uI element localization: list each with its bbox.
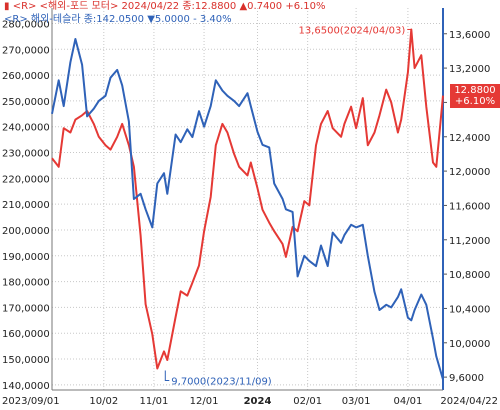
- x-tick-label: 03/01: [342, 396, 371, 407]
- x-tick-label: 10/02: [89, 396, 118, 407]
- ford-line: [51, 28, 444, 370]
- y-left-tick-label: 210,0000: [2, 200, 50, 211]
- y-right-tick-label: 11,6000: [449, 201, 490, 212]
- legend-tesla: <R> 해외-테슬라 종:142.0500 ▼5.0000 - 3.40%: [4, 14, 232, 26]
- y-right-tick-label: 12,4000: [449, 133, 490, 144]
- legend-ford-marker: ▮: [4, 1, 10, 12]
- annotation-high: 13,6500(2024/04/03): [298, 25, 405, 36]
- y-right-tick-label: 10,0000: [449, 339, 490, 350]
- y-left-tick-label: 260,0000: [2, 71, 50, 82]
- x-tick-label: 11/01: [140, 396, 169, 407]
- axes: 140,0000 150,0000 160,0000 170,0000 180,0000…: [2, 8, 498, 407]
- y-right-tick-label: 11,2000: [449, 236, 490, 247]
- last-price-badge: 12.8800 +6.10%: [450, 84, 500, 108]
- x-tick-label: 2023/09/01: [2, 396, 60, 407]
- legend-tesla-change: ▼5.0000: [147, 14, 190, 25]
- badge-value: 12.8800: [454, 85, 496, 96]
- y-left-tick-label: 200,0000: [2, 226, 50, 237]
- y-right-tick-label: 10,8000: [449, 270, 490, 281]
- legend-ford-price: 종:12.8800: [182, 1, 237, 12]
- y-right-tick-label: 9,6000: [449, 373, 484, 384]
- legend-ford: ▮ <R> <해외-포드 모터> 2024/04/22 종:12.8800 ▲0…: [4, 1, 326, 13]
- legend-tesla-name: 해외-테슬라: [30, 14, 81, 25]
- y-right-tick-label: 10,4000: [449, 304, 490, 315]
- x-tick-label: 2024/04/22: [440, 396, 498, 407]
- annotation-low: 9,7000(2023/11/09): [171, 377, 272, 388]
- legend-ford-change: ▲0.7400: [239, 1, 283, 12]
- y-left-tick-label: 150,0000: [2, 355, 50, 366]
- y-right-tick-label: 12,0000: [449, 167, 490, 178]
- y-left-tick-label: 220,0000: [2, 174, 50, 185]
- legend-ford-date: 2024/04/22: [121, 1, 180, 12]
- y-left-tick-label: 270,0000: [2, 45, 50, 56]
- badge-pct: +6.10%: [454, 96, 496, 107]
- legend-ford-name: <R> <해외-포드 모터>: [12, 1, 119, 12]
- y-right-tick-label: 13,2000: [449, 64, 490, 75]
- y-left-tick-label: 250,0000: [2, 97, 50, 108]
- y-left-tick-label: 160,0000: [2, 329, 50, 340]
- legend-tesla-marker: <R>: [4, 14, 28, 25]
- y-left-tick-label: 230,0000: [2, 149, 50, 160]
- x-tick-label: 12/01: [190, 396, 219, 407]
- annotation-marker: [164, 370, 170, 382]
- y-left-tick-label: 170,0000: [2, 303, 50, 314]
- y-left-tick-label: 240,0000: [2, 123, 50, 134]
- tesla-line: [51, 38, 444, 380]
- series-lines: [51, 28, 444, 380]
- x-tick-label: 2024: [244, 396, 272, 407]
- y-left-tick-label: 190,0000: [2, 252, 50, 263]
- y-left-tick-label: 180,0000: [2, 278, 50, 289]
- x-tick-label: 04/01: [393, 396, 422, 407]
- legend-tesla-pct: - 3.40%: [193, 14, 232, 25]
- x-tick-label: 02/01: [293, 396, 322, 407]
- legend-ford-pct: +6.10%: [285, 1, 326, 12]
- y-right-tick-label: 13,6000: [449, 30, 490, 41]
- annotations: 13,6500(2024/04/03) 9,7000(2023/11/09): [164, 25, 412, 388]
- y-left-tick-label: 280,0000: [2, 19, 50, 30]
- y-left-tick-label: 140,0000: [2, 381, 50, 392]
- grid-lines: [51, 8, 444, 390]
- legend-tesla-price: 종:142.0500: [83, 14, 144, 25]
